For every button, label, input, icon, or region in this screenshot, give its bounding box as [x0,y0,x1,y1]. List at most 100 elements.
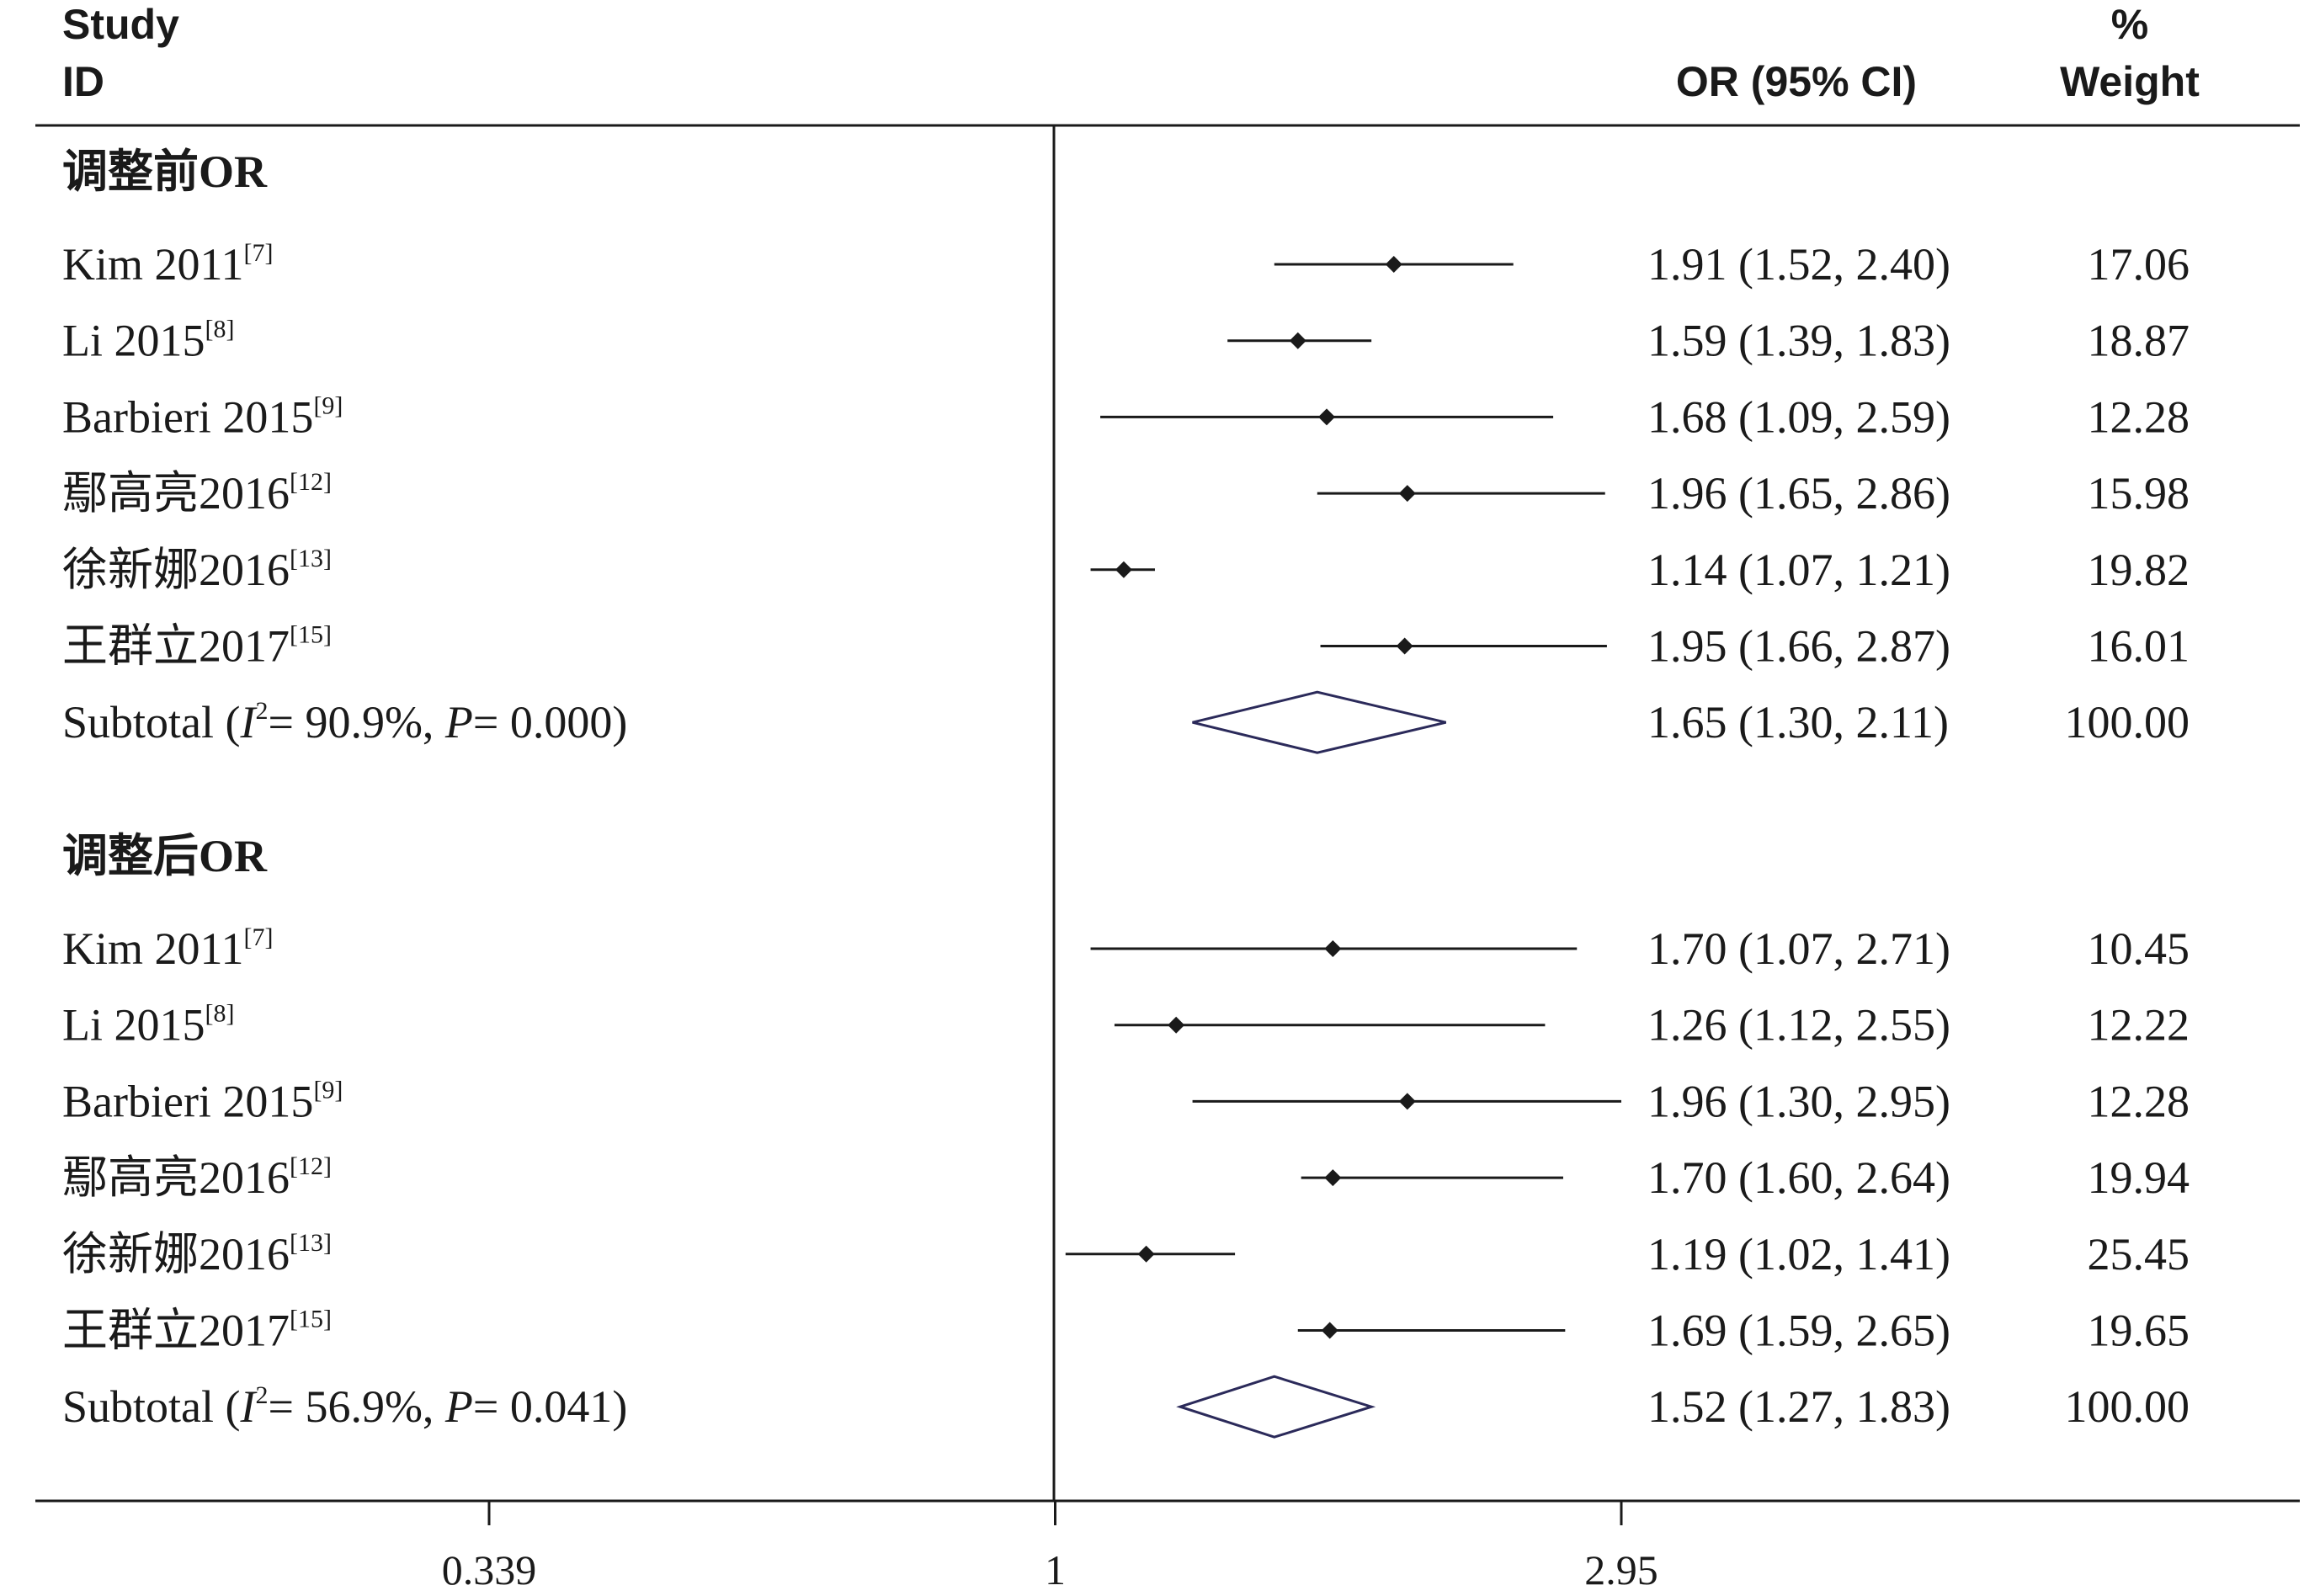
or-ci-value: 1.70 (1.07, 2.71) [1647,923,1950,974]
study-label: Barbieri 2015[9] [62,391,343,442]
point-estimate [1324,1169,1342,1187]
i2-exponent: 2 [255,697,268,725]
weight-value: 16.01 [2088,621,2190,672]
header-weight: Weight [2060,58,2200,105]
study-reference: [15] [290,621,332,649]
study-label: Li 2015[8] [62,1000,234,1051]
subtotal-weight: 100.00 [2065,697,2190,747]
group-title: 调整后OR [62,831,268,881]
weight-value: 12.28 [2088,391,2190,442]
or-ci-value: 1.96 (1.30, 2.95) [1647,1076,1950,1126]
study-label: 王群立2017[15] [62,1306,332,1356]
weight-value: 19.82 [2088,545,2190,595]
i2-exponent: 2 [255,1381,268,1409]
study-label: 鄢高亮2016[12] [62,468,332,519]
subtotal-or-ci: 1.52 (1.27, 1.83) [1647,1381,1950,1432]
point-estimate [1137,1245,1155,1263]
or-ci-value: 1.68 (1.09, 2.59) [1647,391,1950,442]
weight-value: 12.22 [2088,1000,2190,1051]
subtotal-prefix: Subtotal ( [62,697,241,747]
subtotal-diamond [1192,690,1447,754]
point-estimate [1324,940,1342,957]
header-study: Study [62,1,179,48]
or-ci-value: 1.96 (1.65, 2.86) [1647,468,1950,519]
header-percent: % [2111,1,2148,48]
subtotal-weight: 100.00 [2065,1381,2190,1432]
study-name: 王群立2017 [62,1306,290,1356]
study-reference: [12] [290,468,332,496]
header-or-ci: OR (95% CI) [1676,58,1917,105]
study-name: 徐新娜2016 [62,545,290,595]
or-ci-value: 1.95 (1.66, 2.87) [1647,621,1950,672]
study-reference: [13] [290,1229,332,1257]
weight-value: 19.65 [2088,1306,2190,1356]
i2-value: = 56.9%, [268,1381,444,1432]
x-tick-label: 2.95 [1584,1546,1658,1593]
study-reference: [7] [244,923,274,951]
study-label: Barbieri 2015[9] [62,1076,343,1126]
weight-value: 25.45 [2088,1229,2190,1279]
study-label: Kim 2011[7] [62,923,273,974]
study-reference: [13] [290,545,332,572]
study-name: Kim 2011 [62,923,244,974]
p-symbol: P [444,1381,473,1432]
or-ci-value: 1.19 (1.02, 1.41) [1647,1229,1950,1279]
study-reference: [12] [290,1152,332,1180]
point-estimate [1289,332,1306,349]
study-label: 徐新娜2016[13] [62,545,332,595]
header-id: ID [62,58,104,105]
study-name: 鄢高亮2016 [62,468,290,519]
or-ci-value: 1.69 (1.59, 2.65) [1647,1306,1950,1356]
study-name: Li 2015 [62,1000,205,1051]
study-reference: [9] [313,1076,343,1104]
study-name: Barbieri 2015 [62,391,313,442]
study-label: 鄢高亮2016[12] [62,1152,332,1203]
or-ci-value: 1.26 (1.12, 2.55) [1647,1000,1950,1051]
x-tick-label: 0.339 [442,1546,537,1593]
weight-value: 12.28 [2088,1076,2190,1126]
weight-value: 10.45 [2088,923,2190,974]
p-value: = 0.041) [473,1381,627,1432]
study-label: Kim 2011[7] [62,239,273,290]
weight-value: 18.87 [2088,316,2190,366]
weight-value: 19.94 [2088,1152,2190,1203]
study-name: Kim 2011 [62,239,244,290]
point-estimate [1317,408,1335,426]
subtotal-diamond [1176,1375,1376,1439]
study-reference: [7] [244,239,274,267]
point-estimate [1115,561,1132,578]
point-estimate [1168,1016,1185,1034]
p-value: = 0.000) [473,697,627,747]
i2-value: = 90.9%, [268,697,444,747]
or-ci-value: 1.91 (1.52, 2.40) [1647,239,1950,290]
or-ci-value: 1.14 (1.07, 1.21) [1647,545,1950,595]
study-reference: [9] [313,391,343,419]
point-estimate [1321,1322,1338,1339]
study-reference: [15] [290,1306,332,1333]
study-name: 徐新娜2016 [62,1229,290,1279]
study-name: Barbieri 2015 [62,1076,313,1126]
study-name: Li 2015 [62,316,205,366]
subtotal-or-ci: 1.65 (1.30, 2.11) [1647,697,1949,747]
study-label: 徐新娜2016[13] [62,1229,332,1279]
study-reference: [8] [205,1000,235,1028]
x-tick-label: 1 [1045,1546,1066,1593]
point-estimate [1398,1093,1416,1110]
x-axis: 0.339 1 2.95 [442,1501,1658,1593]
study-label: 王群立2017[15] [62,621,332,672]
point-estimate [1398,485,1416,503]
or-ci-value: 1.59 (1.39, 1.83) [1647,316,1950,366]
p-symbol: P [444,697,473,747]
or-ci-value: 1.70 (1.60, 2.64) [1647,1152,1950,1203]
weight-value: 17.06 [2088,239,2190,290]
study-reference: [8] [205,316,235,343]
i2-symbol: I [240,697,258,747]
i2-symbol: I [240,1381,258,1432]
point-estimate [1385,256,1402,273]
subtotal-prefix: Subtotal ( [62,1381,241,1432]
point-estimate [1396,637,1413,655]
subtotal-label: Subtotal (I2= 90.9%, P= 0.000) [62,697,627,747]
group-title: 调整前OR [62,146,268,197]
